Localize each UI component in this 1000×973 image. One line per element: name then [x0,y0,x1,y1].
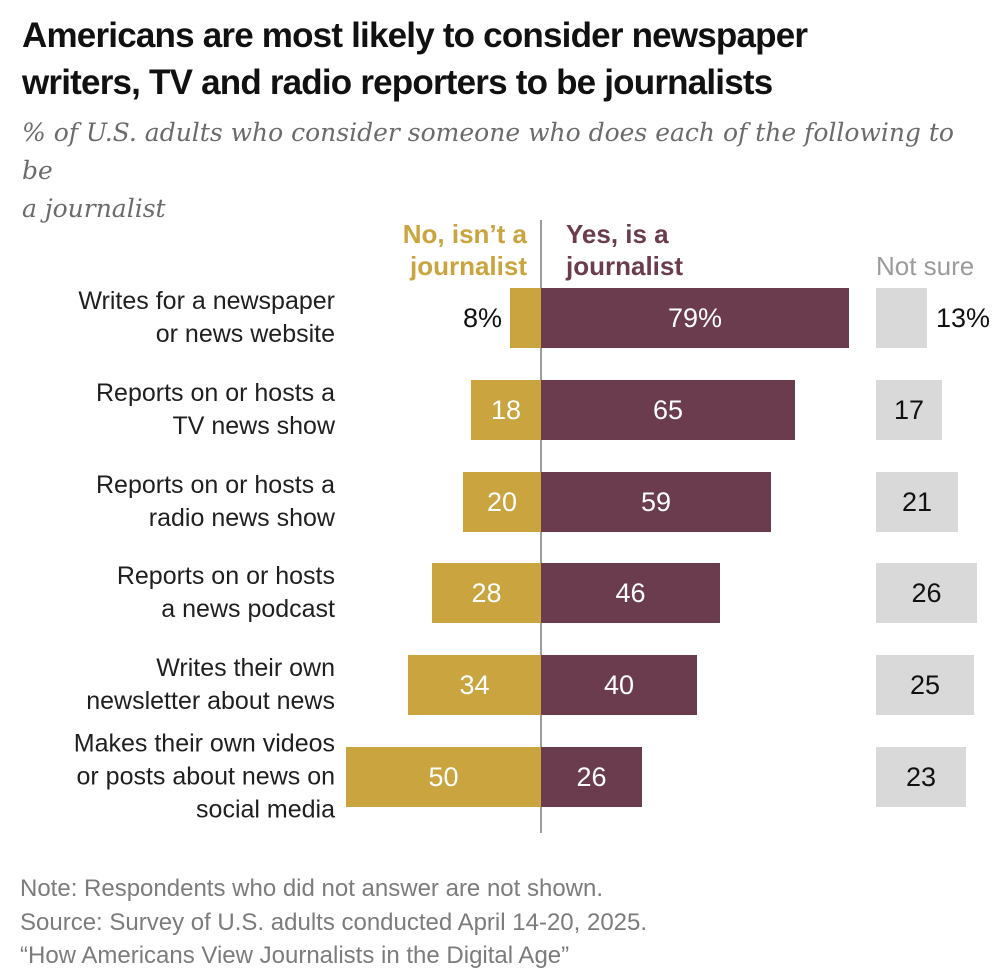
yes-bar: 26 [541,747,642,807]
no-bar: 20 [463,472,541,532]
notsure-box [876,288,927,348]
legend-no-journalist: No, isn’t a journalist [327,218,527,282]
no-bar-value: 20 [486,486,518,517]
no-bar-value: 50 [428,761,459,792]
page-title-line2: writers, TV and radio reporters to be jo… [22,63,773,102]
notsure-value: 23 [905,761,937,792]
chart-subtitle: % of U.S. adults who consider someone wh… [22,114,962,228]
notsure-box: 26 [876,563,977,623]
no-bar: 28 [432,563,541,623]
yes-bar-value: 46 [615,577,646,608]
yes-bar: 46 [541,563,720,623]
yes-bar: 79% [541,288,849,348]
notsure-box: 25 [876,655,974,715]
notsure-value: 26 [911,577,942,608]
legend-not-sure: Not sure [876,251,975,281]
notsure-value: 17 [893,394,925,425]
yes-bar-value: 65 [652,394,684,425]
no-bar [510,288,541,348]
no-bar: 50 [346,747,541,807]
yes-bar-value: 40 [603,669,635,700]
notsure-value: 13% [936,302,991,333]
notsure-box: 23 [876,747,966,807]
row-label: Writes for a newspaper or news website [78,287,335,348]
page-title: Americans are most likely to consider ne… [22,12,982,106]
legend-yes-line1: Yes, is a [566,219,669,249]
no-bar: 18 [471,380,541,440]
yes-bar-value: 59 [640,486,672,517]
footer-note: Note: Respondents who did not answer are… [20,875,604,902]
row-label: Reports on or hosts a radio news show [95,471,335,532]
notsure-value: 21 [901,486,933,517]
chart-subtitle-line2: a journalist [22,194,166,223]
footer-quote: “How Americans View Journalists in the D… [20,942,570,969]
row-label: Reports on or hosts a TV news show [95,379,335,440]
notsure-box: 21 [876,472,958,532]
notsure-value: 25 [909,669,941,700]
legend-no-line1: No, isn’t a [402,219,527,249]
legend-no-line2: journalist [409,251,527,281]
page-title-line1: Americans are most likely to consider ne… [22,16,808,55]
notsure-box: 17 [876,380,942,440]
row-label: Reports on or hosts a news podcast [116,562,335,623]
no-bar-value: 28 [471,577,502,608]
footer-source: Source: Survey of U.S. adults conducted … [20,908,648,936]
row-label: Writes their own newsletter about news [86,654,335,715]
yes-bar-value: 79% [667,302,723,333]
no-bar-value: 34 [459,669,490,700]
no-bar-value: 18 [490,394,522,425]
legend-yes-journalist: Yes, is a journalist [566,218,826,282]
legend-yes-line2: journalist [566,251,684,281]
footer: Note: Respondents who did not answer are… [20,872,960,973]
yes-bar: 40 [541,655,697,715]
chart-subtitle-line1: % of U.S. adults who consider someone wh… [22,118,954,185]
no-bar: 34 [408,655,541,715]
no-bar-value: 8% [462,302,502,333]
row-label: Makes their own videos or posts about ne… [73,729,335,824]
yes-bar-value: 26 [576,761,607,792]
yes-bar: 65 [541,380,795,440]
yes-bar: 59 [541,472,771,532]
